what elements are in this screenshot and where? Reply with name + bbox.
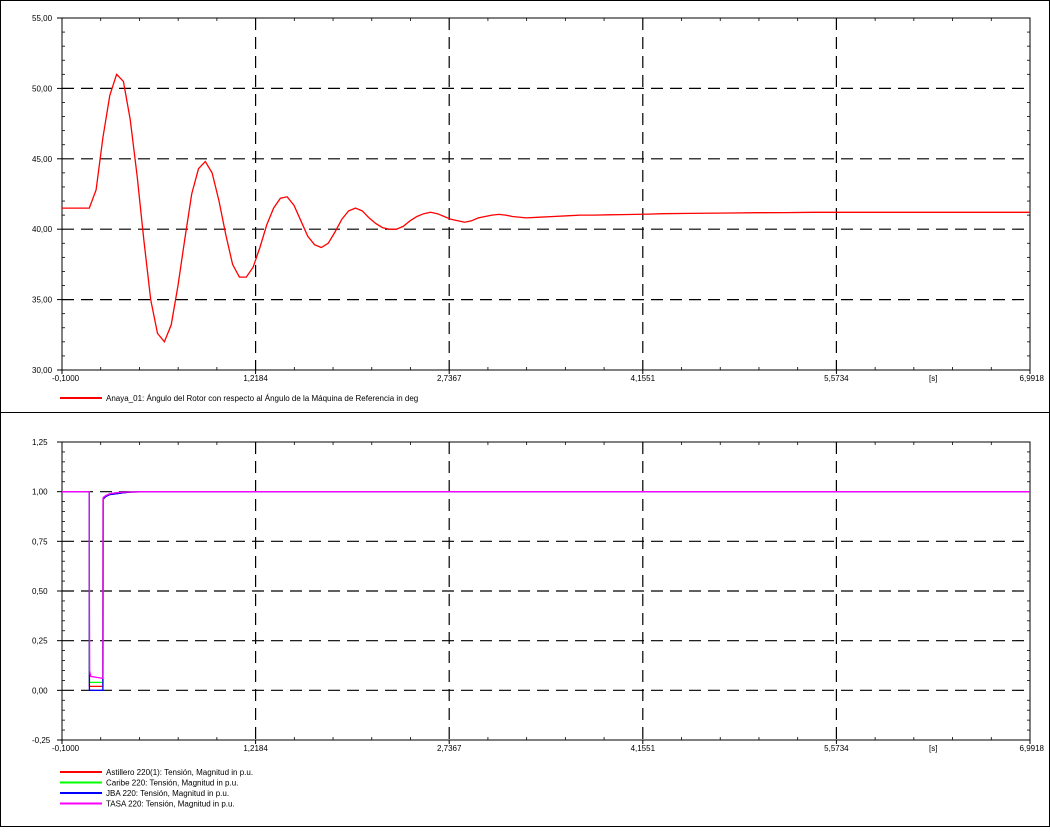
series-line-1	[62, 73, 1030, 344]
y-tick-label: 0,50	[32, 587, 48, 596]
x-tick-label: 4,1551	[631, 744, 656, 753]
chart-panel-2: -0,25 0,00 0,25 0,50 0,75 1,00 1,25 -0,1000 1,21…	[32, 438, 1045, 809]
y-tick-label: 0,00	[32, 686, 48, 695]
y-tick-label: 1,00	[32, 488, 48, 497]
x-tick-label: 1,2184	[243, 744, 268, 753]
x-tick-label: 6,9918	[1020, 374, 1045, 383]
y-tick-label: 0,25	[32, 637, 48, 646]
series-line-2	[62, 491, 1030, 684]
y-tick-label: 50,00	[32, 84, 53, 93]
y-tick-label: 1,25	[32, 438, 48, 447]
x-tick-label: 2,7367	[437, 744, 462, 753]
x-tick-label: 4,1551	[631, 374, 656, 383]
x-unit-label: [s]	[929, 744, 937, 753]
series-line-1	[62, 491, 1030, 688]
x-unit-label: [s]	[929, 374, 937, 383]
legend-label: Caribe 220: Tensión, Magnitud in p.u.	[106, 779, 238, 788]
x-tick-label: 1,2184	[243, 374, 268, 383]
y-tick-label: 40,00	[32, 225, 53, 234]
y-tick-label: 55,00	[32, 14, 53, 23]
x-tick-label: -0,1000	[52, 374, 80, 383]
x-tick-label: 5,5734	[824, 374, 849, 383]
x-tick-label: 2,7367	[437, 374, 462, 383]
legend-label: Astillero 220(1): Tensión, Magnitud in p…	[106, 768, 253, 777]
legend-label: TASA 220: Tensión, Magnitud in p.u.	[106, 800, 235, 809]
y-tick-label: 0,75	[32, 537, 48, 546]
legend-label: Anaya_01: Ángulo del Rotor con respecto …	[106, 394, 418, 403]
y-tick-label: 30,00	[32, 366, 53, 375]
y-tick-label: 45,00	[32, 155, 53, 164]
y-tick-label: -0,25	[32, 736, 51, 745]
x-tick-label: 5,5734	[824, 744, 849, 753]
x-tick-label: 6,9918	[1020, 744, 1045, 753]
legend-label: JBA 220: Tensión, Magnitud in p.u.	[106, 789, 229, 798]
x-tick-label: -0,1000	[52, 744, 80, 753]
series-line-4	[62, 491, 1030, 680]
y-tick-label: 35,00	[32, 296, 53, 305]
plot-area	[61, 17, 1031, 371]
chart-panel-1: 30,00 35,00 40,00 45,00 50,00 55,00 -0,1000 1,2…	[32, 14, 1045, 403]
